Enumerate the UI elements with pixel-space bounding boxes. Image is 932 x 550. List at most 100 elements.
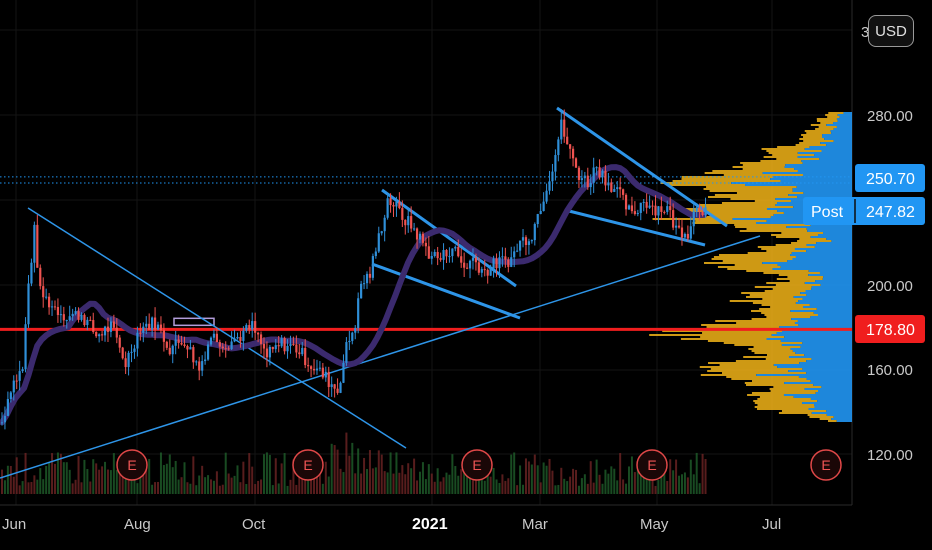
volume-bar [342, 472, 345, 494]
profile-bar-yellow [695, 220, 767, 222]
profile-bar-yellow [711, 214, 774, 216]
candle-body [616, 187, 619, 189]
candle-body [351, 332, 354, 341]
candle-body [598, 167, 601, 178]
candle-body [265, 348, 269, 358]
profile-bar-blue [798, 300, 852, 302]
candle-body [639, 202, 642, 213]
profile-bar-blue [770, 178, 852, 180]
candle-body [24, 324, 27, 370]
earnings-label: E [472, 457, 481, 473]
volume-bar [686, 477, 689, 494]
volume-bar [101, 466, 104, 494]
candle-body [498, 257, 501, 269]
volume-bar [24, 452, 27, 494]
candle-body [551, 171, 554, 182]
profile-bar-blue [792, 258, 852, 260]
volume-bar [566, 481, 569, 494]
profile-bar-blue [798, 324, 852, 326]
candle-body [112, 321, 115, 328]
profile-bar-blue [819, 158, 852, 160]
volume-bar [398, 472, 401, 494]
candle-body [333, 384, 336, 389]
candle-body [345, 342, 348, 363]
candle-body [465, 267, 469, 269]
volume-bar [654, 485, 657, 494]
profile-bar-yellow [652, 218, 733, 220]
profile-bar-blue [780, 340, 852, 342]
candle-body [698, 207, 701, 213]
candle-body [439, 258, 442, 260]
candle-body [701, 212, 704, 216]
profile-bar-yellow [795, 144, 827, 146]
candle-body [695, 207, 698, 212]
volume-bar [648, 468, 651, 494]
candle-body [433, 252, 436, 257]
profile-bar-yellow [699, 366, 778, 368]
volume-bar [439, 481, 442, 494]
profile-bar-yellow [754, 200, 791, 202]
profile-bar-yellow [746, 384, 814, 386]
candle-body [301, 347, 304, 355]
profile-bar-blue [804, 354, 852, 356]
profile-bar-blue [804, 282, 852, 284]
earnings-marker[interactable]: E [292, 449, 324, 481]
earnings-marker[interactable]: E [116, 449, 148, 481]
profile-bar-yellow [719, 254, 791, 256]
candle-body [321, 367, 324, 378]
volume-bar [283, 453, 286, 494]
earnings-marker[interactable]: E [461, 449, 493, 481]
earnings-marker[interactable]: E [636, 449, 668, 481]
profile-bar-yellow [752, 302, 796, 304]
volume-bar [627, 466, 630, 494]
profile-bar-yellow [747, 394, 784, 396]
volume-bar [492, 467, 495, 494]
candle-body [215, 333, 218, 343]
profile-bar-yellow [766, 282, 805, 284]
candle-body [171, 345, 174, 355]
candle-body [271, 346, 274, 350]
volume-bar [554, 485, 557, 494]
candle-body [492, 258, 495, 269]
profile-bar-blue [803, 306, 852, 308]
volume-bar [233, 475, 236, 494]
volume-bar [33, 475, 36, 494]
profile-bar-yellow [712, 170, 798, 172]
volume-bar [30, 481, 33, 494]
volume-bar [277, 483, 280, 494]
candle-body [507, 259, 510, 267]
profile-bar-blue [813, 312, 852, 314]
volume-bar [254, 484, 257, 494]
profile-bar-blue [806, 250, 852, 252]
candle-body [486, 269, 489, 276]
volume-bar [204, 477, 207, 494]
x-label-oct: Oct [242, 516, 266, 533]
label-250-bg [855, 164, 925, 192]
profile-bar-blue [788, 370, 852, 372]
candle-body [33, 224, 36, 263]
volume-bar [583, 474, 586, 494]
candle-body [283, 338, 286, 352]
candle-body [413, 228, 416, 230]
volume-bar [486, 459, 489, 494]
profile-bar-blue [794, 168, 852, 170]
candle-body [427, 246, 430, 259]
candle-body [692, 211, 695, 227]
candle-body [663, 211, 666, 213]
candle-body [483, 269, 486, 271]
volume-bar [430, 473, 433, 494]
candle-body [168, 347, 171, 355]
profile-bar-yellow [816, 120, 838, 122]
earnings-marker[interactable]: E [810, 449, 842, 481]
volume-bar [168, 454, 171, 494]
candle-body [277, 345, 280, 347]
volume-bar [262, 454, 265, 494]
profile-bar-blue [786, 226, 852, 228]
currency-button[interactable]: USD [868, 15, 914, 47]
volume-bar [345, 432, 348, 494]
volume-bar [62, 462, 65, 494]
candle-body [186, 345, 189, 350]
profile-bar-blue [833, 128, 852, 130]
